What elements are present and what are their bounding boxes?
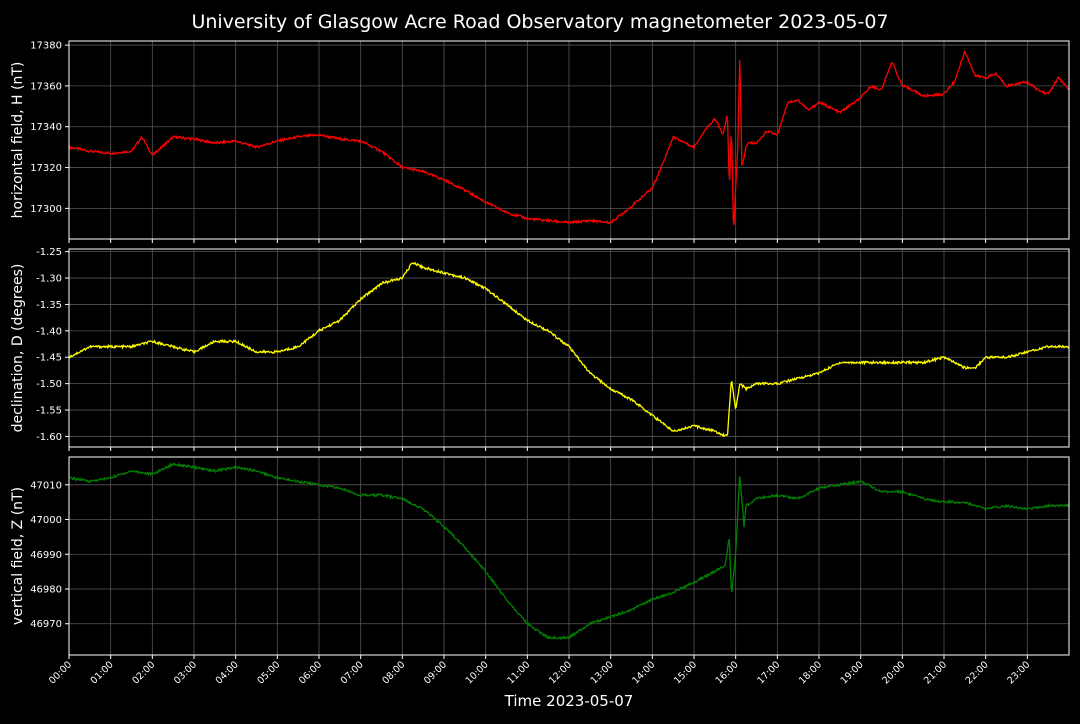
y-tick-label: 17360 (30, 81, 62, 92)
y-tick-label: -1.45 (36, 353, 62, 364)
y-tick-label: 46990 (30, 550, 62, 561)
y-tick-label: 17380 (30, 41, 62, 52)
y-axis-label: vertical field, Z (nT) (10, 487, 26, 625)
y-tick-label: 17300 (30, 204, 62, 215)
panel-1: 17300 17320 17340 17360 17380 horizontal fiel… (10, 40, 1070, 243)
y-tick-label: -1.55 (36, 406, 62, 417)
y-tick-label: 17320 (30, 163, 62, 174)
x-axis-label: Time 2023-05-07 (504, 692, 634, 710)
data-line-2 (69, 262, 1069, 438)
y-tick-label: 47000 (30, 515, 62, 526)
y-tick-label: -1.25 (36, 247, 62, 258)
y-tick-label: -1.60 (36, 432, 62, 443)
panel-2: -1.60 -1.55 -1.50 -1.45 -1.40 -1.35 -1.30 -1.25… (10, 247, 1070, 451)
panels: 17300 17320 17340 17360 17380 horizontal fiel… (10, 40, 1070, 686)
y-tick-label: -1.35 (36, 300, 62, 311)
y-tick-label: -1.40 (36, 326, 62, 337)
y-axis-label: horizontal field, H (nT) (10, 62, 26, 219)
y-tick-label: -1.50 (36, 379, 62, 390)
y-tick-label: -1.30 (36, 274, 62, 285)
y-axis-label: declination, D (degrees) (10, 264, 26, 433)
y-tick-label: 47010 (30, 480, 62, 491)
y-tick-label: 17340 (30, 122, 62, 133)
data-line-1 (69, 50, 1069, 225)
y-tick-label: 46980 (30, 585, 62, 596)
data-line-3 (69, 461, 1069, 641)
panel-frame (68, 456, 1070, 656)
panel-frame (68, 248, 1070, 448)
panel-frame (68, 40, 1070, 240)
y-tick-label: 46970 (30, 619, 62, 630)
chart-title: University of Glasgow Acre Road Observat… (191, 11, 888, 33)
